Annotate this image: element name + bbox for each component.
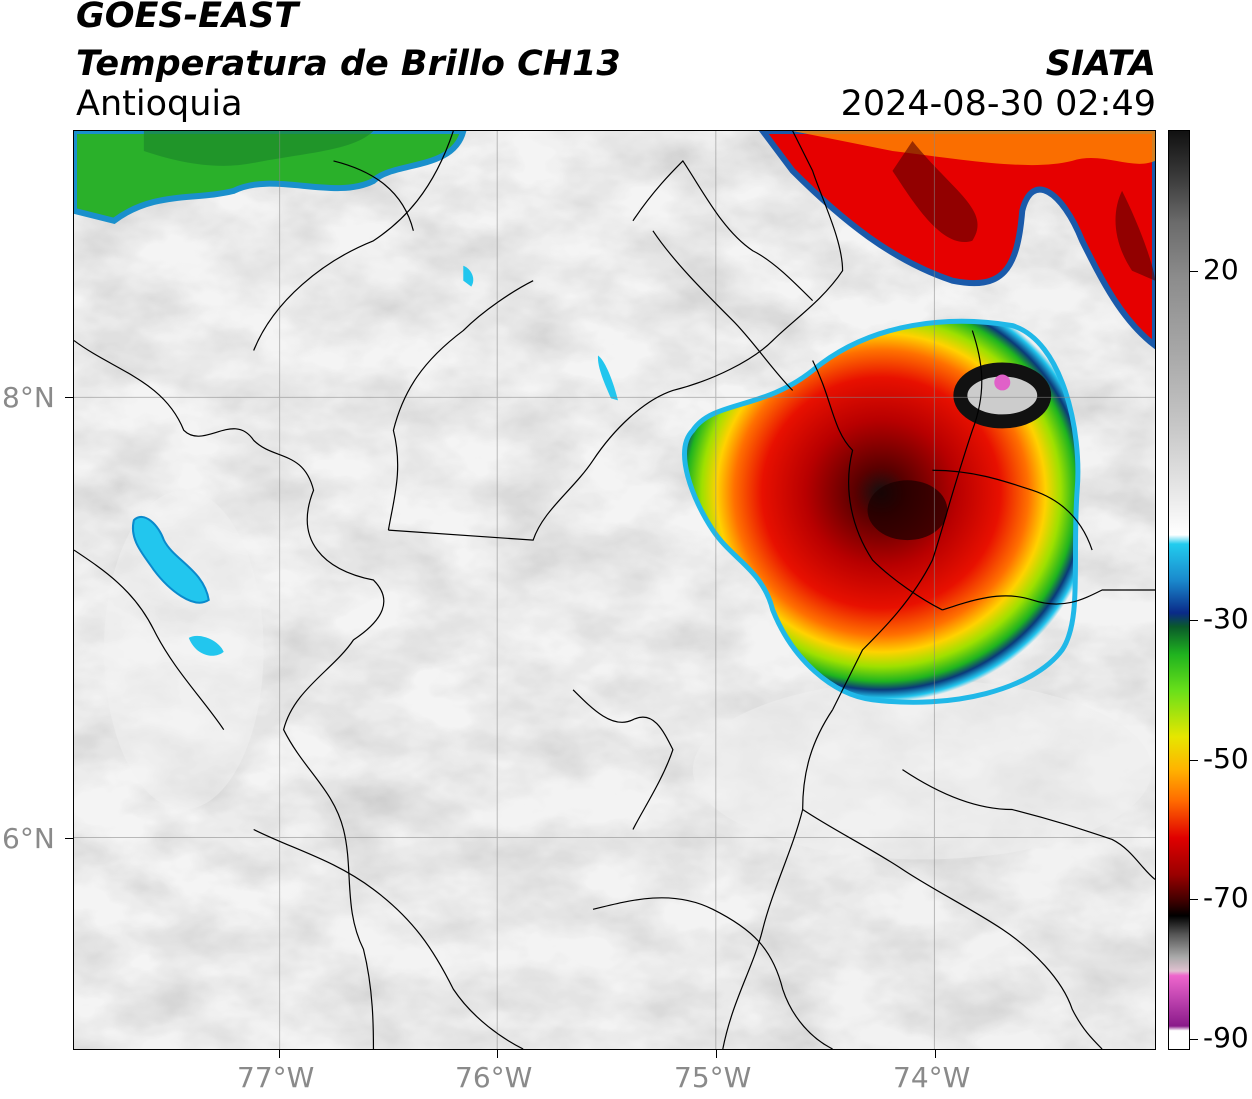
- title-product: Temperatura de Brillo CH13: [76, 44, 621, 84]
- colorbar-tick: [1190, 1039, 1198, 1040]
- lon-tick: [935, 1050, 936, 1058]
- lon-label: 77°W: [237, 1061, 315, 1094]
- lon-tick: [279, 1050, 280, 1058]
- bright-cloud-band: [692, 679, 1153, 860]
- colorbar-label: 20: [1203, 253, 1239, 286]
- satellite-map: [73, 130, 1156, 1050]
- title-organization: SIATA: [1045, 44, 1156, 84]
- colorbar: [1168, 130, 1190, 1050]
- colorbar-label: -70: [1203, 881, 1249, 914]
- title-datetime: 2024-08-30 02:49: [840, 84, 1156, 124]
- colorbar-tick: [1190, 899, 1198, 900]
- lat-label: 8°N: [2, 381, 55, 414]
- colorbar-tick: [1190, 271, 1198, 272]
- title-satellite: GOES-EAST: [76, 0, 299, 36]
- lon-label: 75°W: [674, 1061, 752, 1094]
- title-region: Antioquia: [76, 84, 243, 124]
- gridlines: [74, 131, 1155, 1049]
- lon-tick: [716, 1050, 717, 1058]
- colorbar-tick: [1190, 760, 1198, 761]
- colorbar-label: -30: [1203, 602, 1249, 635]
- lon-label: 76°W: [455, 1061, 533, 1094]
- colorbar-tick: [1190, 620, 1198, 621]
- lat-label: 6°N: [2, 822, 55, 855]
- cold-cloud-patch-west: [131, 515, 210, 604]
- lon-tick: [497, 1050, 498, 1058]
- boundaries: [74, 131, 1155, 1049]
- colorbar-label: -50: [1203, 742, 1249, 775]
- colorbar-label: -90: [1203, 1021, 1249, 1054]
- lat-tick: [65, 397, 73, 398]
- lon-label: 74°W: [893, 1061, 971, 1094]
- lat-tick: [65, 838, 73, 839]
